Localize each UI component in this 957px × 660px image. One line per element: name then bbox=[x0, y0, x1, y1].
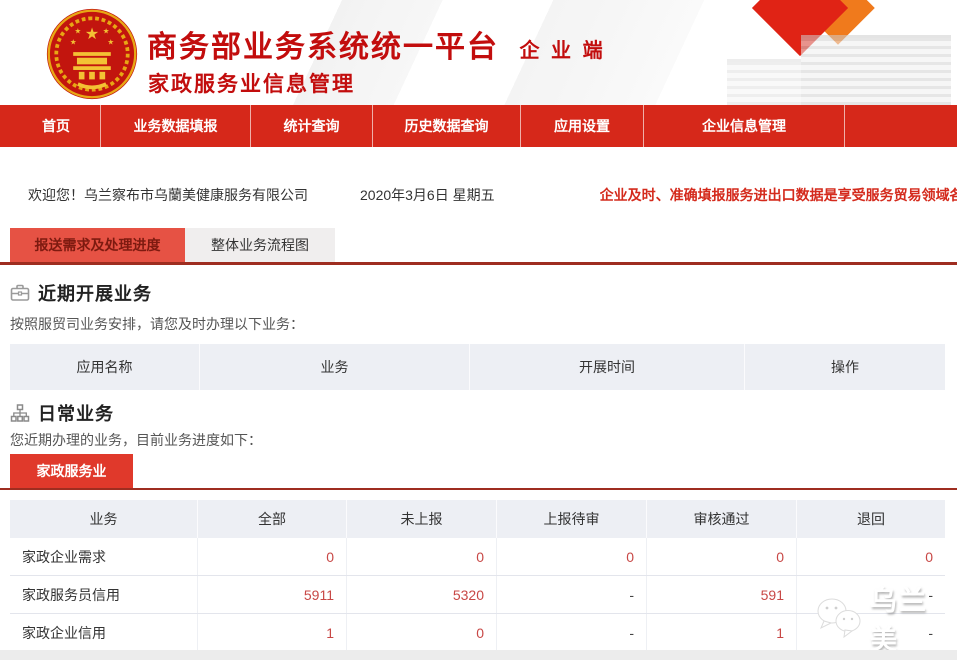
col-action: 操作 bbox=[831, 359, 859, 375]
nav-item-app-settings[interactable]: 应用设置 bbox=[520, 105, 643, 147]
cell-returned: - bbox=[928, 624, 933, 641]
svg-text:★: ★ bbox=[85, 26, 99, 43]
col-app-name: 应用名称 bbox=[10, 344, 200, 390]
app-title: 商务部业务系统统一平台 bbox=[147, 31, 499, 64]
app-title-suffix: 企 业 端 bbox=[519, 40, 606, 62]
sub-tab-underline bbox=[0, 488, 957, 490]
svg-text:★: ★ bbox=[103, 26, 110, 35]
sitemap-icon bbox=[10, 404, 30, 422]
nav-item-company-info[interactable]: 企业信息管理 bbox=[643, 105, 845, 147]
cell-approved: 0 bbox=[647, 538, 797, 575]
daily-business-section-header: 日常业务 bbox=[0, 400, 957, 426]
national-emblem-logo: ★ ★ ★ ★ ★ bbox=[46, 8, 138, 100]
briefcase-icon bbox=[10, 284, 30, 301]
cell-approved: 1 bbox=[647, 614, 797, 651]
nav-item-history-query[interactable]: 历史数据查询 bbox=[372, 105, 520, 147]
cell-returned: - bbox=[928, 586, 933, 603]
recent-business-description: 按照服贸司业务安排，请您及时办理以下业务： bbox=[10, 316, 304, 332]
current-date: 2020年3月6日 星期五 bbox=[360, 187, 495, 203]
cell-pending-review: 0 bbox=[497, 538, 647, 575]
cell-total: 1 bbox=[198, 614, 347, 651]
cell-pending-review: - bbox=[497, 614, 647, 651]
cell-not-reported: 5320 bbox=[347, 576, 497, 613]
svg-text:★: ★ bbox=[75, 26, 82, 35]
ministry-building-image bbox=[717, 22, 957, 105]
welcome-bar: 欢迎您！乌兰察布市乌蘭美健康服务有限公司 2020年3月6日 星期五 企业及时、… bbox=[0, 181, 957, 209]
cell-approved: 591 bbox=[647, 576, 797, 613]
col-not-reported: 未上报 bbox=[347, 500, 497, 538]
notice-marquee[interactable]: 企业及时、准确填报服务进出口数据是享受服务贸易领域各项财政支持 bbox=[599, 187, 957, 203]
col-start-time: 开展时间 bbox=[470, 344, 745, 390]
recent-business-table: 应用名称 业务 开展时间 操作 bbox=[10, 344, 945, 390]
tabs-underline bbox=[0, 262, 957, 265]
bottom-strip bbox=[0, 650, 957, 660]
row-label: 家政服务员信用 bbox=[10, 576, 198, 613]
col-pending-review: 上报待审 bbox=[497, 500, 647, 538]
tab-report-progress[interactable]: 报送需求及处理进度 bbox=[10, 228, 185, 262]
nav-item-data-entry[interactable]: 业务数据填报 bbox=[100, 105, 250, 147]
table-row: 家政企业需求 0 0 0 0 0 bbox=[10, 538, 945, 576]
nav-item-home[interactable]: 首页 bbox=[42, 118, 70, 134]
row-label: 家政企业需求 bbox=[10, 538, 198, 575]
col-business: 业务 bbox=[200, 344, 470, 390]
cell-not-reported: 0 bbox=[347, 614, 497, 651]
welcome-greeting: 欢迎您！乌兰察布市乌蘭美健康服务有限公司 bbox=[28, 187, 308, 203]
main-tabs: 报送需求及处理进度 整体业务流程图 bbox=[0, 228, 957, 262]
header-banner: ★ ★ ★ ★ ★ 商务部业务系统统一平台 企 业 端 家政服务业信息管理 bbox=[0, 0, 957, 105]
recent-business-table-header: 应用名称 业务 开展时间 操作 bbox=[10, 344, 945, 390]
daily-business-table: 业务 全部 未上报 上报待审 审核通过 退回 家政企业需求 0 0 0 0 0 … bbox=[10, 500, 945, 652]
recent-business-title: 近期开展业务 bbox=[38, 284, 152, 304]
col-returned: 退回 bbox=[857, 511, 885, 527]
recent-business-section-header: 近期开展业务 bbox=[0, 280, 957, 306]
col-total: 全部 bbox=[198, 500, 347, 538]
col-business: 业务 bbox=[10, 500, 198, 538]
table-row: 家政服务员信用 5911 5320 - 591 - bbox=[10, 576, 945, 614]
app-subtitle: 家政服务业信息管理 bbox=[148, 73, 355, 96]
svg-text:★: ★ bbox=[107, 38, 114, 47]
cell-total: 5911 bbox=[198, 576, 347, 613]
cell-returned: 0 bbox=[925, 548, 933, 565]
nav-item-stats-query[interactable]: 统计查询 bbox=[250, 105, 372, 147]
daily-business-description: 您近期办理的业务，目前业务进度如下： bbox=[10, 432, 262, 448]
cell-not-reported: 0 bbox=[347, 538, 497, 575]
col-approved: 审核通过 bbox=[647, 500, 797, 538]
cell-total: 0 bbox=[198, 538, 347, 575]
svg-text:★: ★ bbox=[70, 38, 77, 47]
daily-business-table-header: 业务 全部 未上报 上报待审 审核通过 退回 bbox=[10, 500, 945, 538]
daily-business-title: 日常业务 bbox=[38, 404, 114, 424]
cell-pending-review: - bbox=[497, 576, 647, 613]
table-row: 家政企业信用 1 0 - 1 - bbox=[10, 614, 945, 652]
tab-business-flowchart[interactable]: 整体业务流程图 bbox=[185, 228, 335, 262]
tab-domestic-service[interactable]: 家政服务业 bbox=[10, 454, 133, 488]
row-label: 家政企业信用 bbox=[10, 614, 198, 651]
main-nav: 首页 业务数据填报 统计查询 历史数据查询 应用设置 企业信息管理 bbox=[0, 105, 957, 147]
